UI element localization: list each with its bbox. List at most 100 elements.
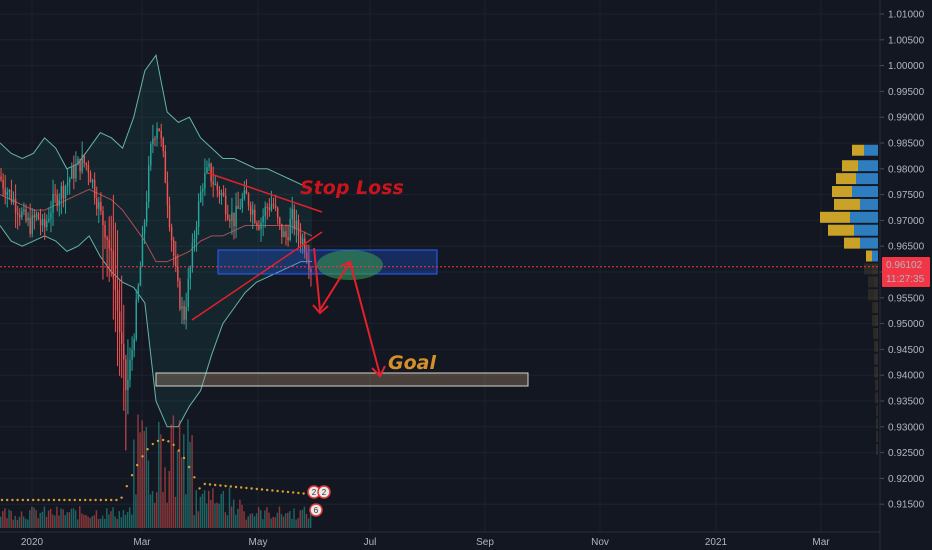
volume-ma-dot — [229, 485, 232, 488]
volume-bar — [6, 518, 8, 528]
profile-bar-sell — [864, 263, 872, 275]
volume-bar — [176, 450, 179, 528]
candle-body — [220, 192, 223, 196]
volume-bar — [81, 513, 83, 528]
volume-bar — [66, 512, 69, 528]
event-badges[interactable]: 2 26 — [307, 485, 331, 517]
candle-body — [162, 138, 165, 152]
candle-body — [89, 172, 92, 183]
candle-body — [104, 225, 106, 238]
volume-bar — [218, 503, 220, 528]
price-axis[interactable]: 1.01000 1.00500 1.00000 0.99500 0.99000 0.985… — [879, 0, 925, 550]
candle-body — [16, 212, 19, 215]
volume-bar — [12, 519, 14, 528]
volume-bar — [147, 460, 150, 528]
profile-bar-buy — [877, 405, 878, 417]
candle-body — [120, 332, 123, 345]
candle-body — [6, 191, 9, 196]
candle-body — [23, 209, 25, 212]
volume-bar — [289, 510, 291, 528]
candle-body — [54, 194, 56, 196]
candle-body — [29, 217, 31, 234]
candle-layer — [0, 122, 312, 451]
time-axis[interactable]: 2020 Mar May Jul Sep Nov 2021 Mar — [0, 531, 880, 548]
candle-body — [66, 182, 69, 186]
goal-label[interactable]: Goal — [388, 352, 436, 374]
volume-bar — [83, 514, 85, 528]
volume-ma-dot — [193, 476, 196, 479]
volume-bar — [114, 516, 116, 528]
candle-body — [158, 128, 160, 131]
goal-zone-rect[interactable] — [155, 372, 529, 387]
volume-bar — [212, 488, 214, 528]
volume-ma-dot — [78, 498, 82, 502]
candle-body — [251, 209, 254, 215]
volume-bar — [133, 439, 135, 528]
candle-body — [279, 217, 281, 224]
candle-body — [301, 238, 304, 244]
candle-body — [181, 305, 183, 310]
profile-bar-sell — [874, 340, 876, 352]
profile-bar-sell — [832, 186, 852, 198]
candle-body — [297, 220, 300, 236]
volume-ma-dot — [255, 487, 258, 491]
volume-bar — [153, 502, 156, 528]
volume-ma-dot — [58, 498, 61, 502]
triangle-lower-line[interactable] — [191, 231, 323, 321]
volume-bar — [284, 513, 287, 528]
profile-bar-buy — [877, 379, 878, 391]
volume-bar — [31, 506, 33, 528]
volume-bar — [128, 507, 131, 528]
volume-bar — [47, 510, 50, 528]
volume-bar — [106, 508, 108, 528]
volume-ma-dot — [302, 492, 305, 495]
candle-body — [137, 285, 140, 300]
last-price-value: 0.96102 — [886, 260, 923, 271]
drawings-layer[interactable]: Stop Loss Goal — [155, 172, 529, 387]
candle-body — [175, 255, 177, 267]
volume-ma-dot — [224, 484, 227, 488]
profile-bar-sell — [868, 276, 874, 288]
profile-bar-buy — [872, 250, 878, 262]
volume-bar — [224, 512, 227, 528]
triangle-upper-line[interactable] — [207, 172, 323, 213]
profile-bar-buy — [876, 366, 878, 378]
indicator-layer — [0, 54, 313, 428]
price-tick-label: 0.95000 — [888, 319, 925, 330]
volume-bar — [214, 503, 216, 528]
candle-body — [133, 339, 135, 350]
volume-bar — [143, 431, 145, 528]
volume-bar — [249, 513, 252, 528]
candle-body — [243, 190, 246, 199]
candle-body — [33, 215, 36, 218]
projection-arrow-path[interactable] — [313, 247, 381, 376]
candle-body — [154, 138, 156, 140]
volume-bar — [201, 493, 204, 528]
volume-ma-dot — [286, 490, 290, 494]
candle-body — [60, 186, 63, 200]
volume-ma-dot — [198, 487, 201, 490]
profile-bar-buy — [860, 237, 878, 249]
candle-body — [264, 206, 266, 217]
candle-body — [308, 260, 310, 270]
volume-bar — [68, 512, 71, 528]
volume-ma-dot — [219, 484, 222, 487]
profile-bar-sell — [820, 211, 850, 223]
candle-body — [27, 217, 29, 221]
last-price-badge: 0.96102 11:27:35 — [882, 257, 930, 287]
candle-body — [266, 206, 269, 208]
event-badge[interactable] — [309, 503, 323, 517]
candle-body — [98, 202, 100, 209]
candle-body — [245, 190, 248, 195]
price-tick-label: 0.99500 — [888, 87, 925, 98]
price-tick-label: 0.97000 — [888, 216, 925, 227]
event-badge[interactable] — [317, 485, 331, 499]
volume-bar — [79, 506, 81, 528]
stop-loss-label[interactable]: Stop Loss — [300, 177, 404, 199]
candle-body — [229, 219, 231, 222]
volume-bar — [205, 503, 208, 528]
candle-body — [231, 212, 233, 222]
volume-bar — [253, 516, 256, 528]
profile-bar-buy — [858, 160, 878, 172]
